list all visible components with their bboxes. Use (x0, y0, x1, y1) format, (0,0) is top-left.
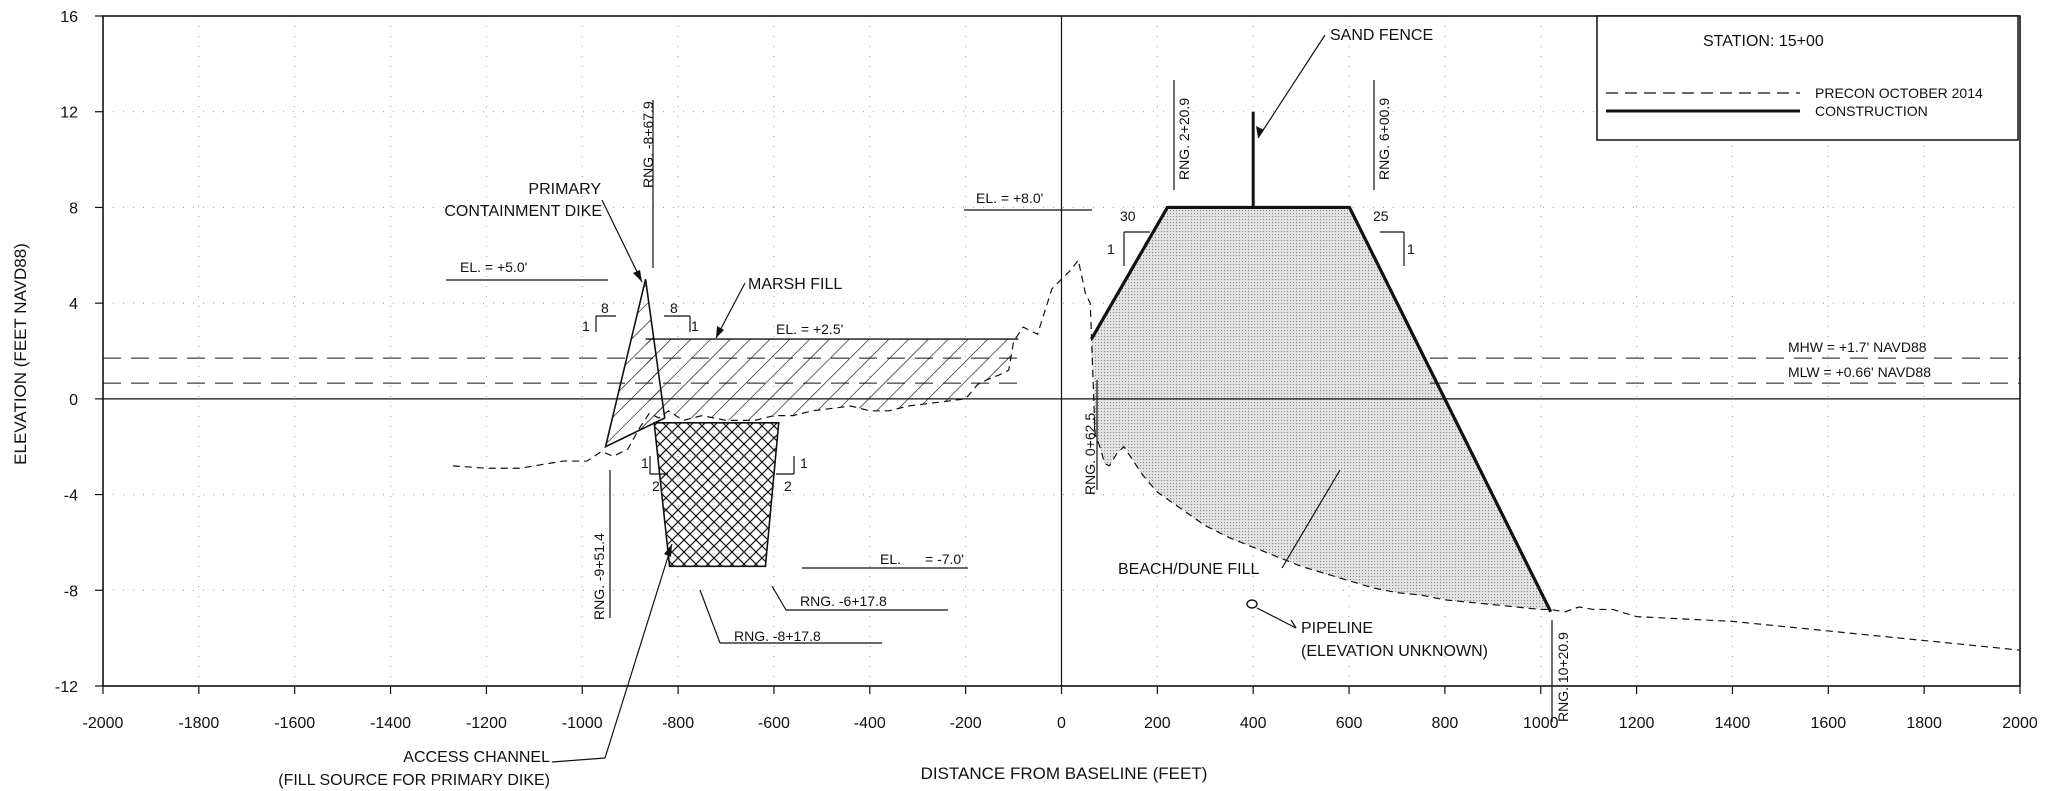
fill-regions (604, 207, 1551, 612)
primary-dike-arrowhead (633, 270, 642, 282)
y-tick-label: -8 (64, 583, 78, 600)
x-tick-label: 2000 (2002, 715, 2038, 732)
y-tick-label: 4 (69, 296, 78, 313)
x-axis-title: DISTANCE FROM BASELINE (FEET) (921, 764, 1208, 783)
sand-fence-arrowhead (1256, 126, 1264, 138)
x-tick-label: -2000 (83, 715, 124, 732)
x-tick-label: -1600 (274, 715, 315, 732)
access-channel-leader-b (604, 543, 673, 759)
x-tick-label: -200 (950, 715, 982, 732)
legend: STATION: 15+00 PRECON OCTOBER 2014 CONST… (1596, 15, 2019, 141)
rng-10-20-9-label: RNG. 10+20.9 (1555, 632, 1571, 722)
legend-label-precon: PRECON OCTOBER 2014 (1815, 85, 1983, 101)
pipeline-marker (1246, 599, 1258, 609)
rng-6-00-9-label: RNG. 6+00.9 (1376, 98, 1392, 180)
sand-fence-leader (1257, 34, 1326, 139)
containment-dike (604, 279, 666, 449)
access-channel-arrowhead (664, 544, 672, 557)
el-minus7-label-b: = -7.0' (925, 551, 964, 567)
rng-0-62-5-label: RNG. 0+62.5 (1082, 413, 1098, 495)
x-tick-label: 1400 (1715, 715, 1751, 732)
access-channel-label-1: ACCESS CHANNEL (403, 749, 550, 766)
x-tick-label: 200 (1144, 715, 1171, 732)
marsh-fill-area (645, 339, 1019, 421)
primary-dike-leader (601, 199, 643, 283)
slope-1-label-d: 1 (691, 318, 699, 334)
y-tick-label: 12 (60, 105, 78, 122)
mhw-label: MHW = +1.7' NAVD88 (1788, 339, 1927, 355)
annotation-text: SAND FENCE PRIMARY CONTAINMENT DIKE MARS… (278, 27, 1931, 789)
rng-minus9-51-4-label: RNG. -9+51.4 (591, 533, 607, 620)
primary-dike-label-1: PRIMARY (528, 181, 601, 198)
primary-dike-label-2: CONTAINMENT DIKE (444, 203, 602, 220)
el-plus5-label: EL. = +5.0' (460, 259, 527, 275)
rng-minus8-67-9-label: RNG. -8+67.9 (640, 101, 656, 188)
rng-minus6-17-8-leader (771, 585, 787, 611)
beach-fill-leader (1281, 469, 1341, 569)
rng-2-20-9-label: RNG. 2+20.9 (1176, 98, 1192, 180)
x-tick-label: 1000 (1523, 715, 1559, 732)
slope-2-label-a: 2 (652, 478, 660, 494)
slope-8-label-b: 8 (670, 300, 678, 316)
x-tick-label: 800 (1432, 715, 1459, 732)
x-tick-label: -800 (662, 715, 694, 732)
mlw-label: MLW = +0.66' NAVD88 (1788, 364, 1931, 380)
y-tick-label: 16 (60, 9, 78, 26)
legend-box (1596, 15, 2019, 141)
access-channel-leader-a (551, 757, 606, 763)
beach-dune-fill-label: BEACH/DUNE FILL (1118, 561, 1259, 578)
access-channel (653, 421, 780, 568)
x-tick-label: -1000 (562, 715, 603, 732)
construction-line (1090, 205, 1553, 613)
marsh-fill-arrowhead (716, 326, 724, 338)
el-minus7-label-a: EL. (880, 551, 901, 567)
slope-2-label-b: 2 (784, 478, 792, 494)
beach-dune-fill-area (1091, 207, 1551, 612)
rng-minus8-17-8-label: RNG. -8+17.8 (734, 628, 821, 644)
legend-label-construction: CONSTRUCTION (1815, 103, 1928, 119)
legend-title: STATION: 15+00 (1703, 33, 1824, 50)
x-tick-label: -600 (758, 715, 790, 732)
slope-1-label-c: 1 (582, 318, 590, 334)
pipeline-label-1: PIPELINE (1301, 620, 1373, 637)
x-tick-label: -1800 (178, 715, 219, 732)
pipeline-label-2: (ELEVATION UNKNOWN) (1301, 643, 1488, 660)
y-tick-label: 8 (69, 200, 78, 217)
access-channel-label-2: (FILL SOURCE FOR PRIMARY DIKE) (278, 772, 550, 789)
precon-ground-line (452, 258, 2021, 651)
slope-30-label: 30 (1120, 208, 1136, 224)
pipeline-leader-tick (1290, 619, 1297, 629)
x-tick-label: 600 (1336, 715, 1363, 732)
annotations (446, 34, 1553, 763)
slope-1-label-f: 1 (800, 455, 808, 471)
y-tick-label: -4 (64, 488, 78, 505)
x-tick-label: -400 (854, 715, 886, 732)
sand-fence-label: SAND FENCE (1330, 27, 1433, 44)
x-tick-label: -1400 (370, 715, 411, 732)
pipeline-leader (1256, 607, 1297, 629)
rng-minus8-17-8-leader (699, 589, 721, 644)
x-tick-label: 0 (1057, 715, 1066, 732)
marsh-fill-label: MARSH FILL (748, 276, 842, 293)
x-tick-label: 1200 (1619, 715, 1655, 732)
x-tick-label: 400 (1240, 715, 1267, 732)
slope-1-label-a: 1 (1107, 241, 1115, 257)
slope-8-label-a: 8 (601, 300, 609, 316)
el-plus8-label: EL. = +8.0' (976, 190, 1043, 206)
y-axis-title: ELEVATION (FEET NAVD88) (11, 243, 30, 465)
slope-1-label-e: 1 (641, 455, 649, 471)
series-lines (103, 111, 2021, 651)
slope-25-label: 25 (1373, 208, 1389, 224)
el-plus2-5-label: EL. = +2.5' (776, 321, 843, 337)
tick-labels: -2000 -1800 -1600 -1400 -1200 -1000 -800 -600 -4… (55, 9, 2038, 732)
x-tick-label: 1800 (1906, 715, 1942, 732)
x-tick-label: 1600 (1811, 715, 1847, 732)
rng-minus6-17-8-label: RNG. -6+17.8 (800, 593, 887, 609)
y-tick-label: -12 (55, 679, 78, 696)
y-tick-label: 0 (69, 392, 78, 409)
slope-1-label-b: 1 (1407, 241, 1415, 257)
x-tick-label: -1200 (466, 715, 507, 732)
